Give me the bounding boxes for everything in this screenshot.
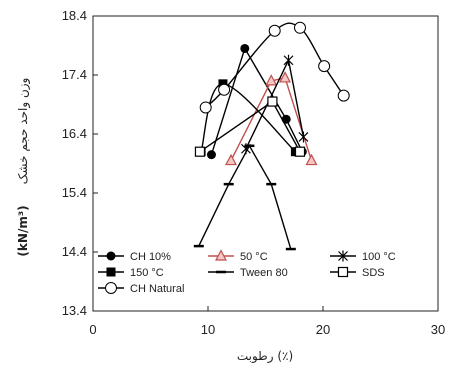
data-point: [225, 153, 237, 166]
legend-item: 150 °C: [98, 267, 164, 279]
series-line: [210, 46, 303, 155]
legend-item: CH 10%: [98, 251, 171, 263]
series-sds: [194, 96, 306, 157]
data-point: [240, 43, 250, 53]
data-point: [194, 146, 206, 157]
data-point: [106, 251, 116, 261]
y-tick-label: 16.4: [62, 126, 87, 141]
data-point: [305, 153, 318, 166]
plot-frame: [92, 15, 439, 312]
data-point: [298, 131, 309, 143]
series-layer: [193, 21, 350, 251]
data-point: [338, 250, 348, 262]
data-point: [279, 71, 292, 83]
data-point: [294, 146, 306, 157]
x-tick-label: 10: [201, 322, 215, 337]
x-tick-label: 20: [316, 322, 330, 337]
data-point: [215, 249, 227, 261]
legend-item: Tween 80: [208, 267, 288, 279]
data-point: [106, 267, 116, 277]
y-tick-label: 17.4: [62, 67, 87, 82]
legend-item: 50 °C: [208, 249, 268, 263]
x-tick-label: 0: [89, 322, 96, 337]
legend-item: CH Natural: [98, 282, 184, 295]
legend-label: CH 10%: [130, 251, 171, 263]
data-point: [267, 96, 278, 107]
data-point: [294, 21, 306, 34]
series-line: [230, 77, 313, 161]
series-50-c: [225, 71, 318, 166]
legend-label: 150 °C: [130, 267, 164, 279]
data-point: [337, 89, 350, 102]
data-point: [337, 266, 349, 278]
legend-label: CH Natural: [130, 283, 184, 295]
legend-label: SDS: [362, 267, 385, 279]
data-point: [283, 54, 294, 66]
series-tween-80: [193, 144, 296, 251]
y-tick-label: 14.4: [62, 244, 87, 259]
data-point: [281, 114, 291, 124]
legend-label: Tween 80: [240, 267, 288, 279]
legend-label: 100 °C: [362, 251, 396, 263]
y-tick-label: 13.4: [62, 303, 87, 318]
x-axis: 0 10 20 30: [89, 306, 445, 337]
data-point: [218, 83, 231, 96]
legend: CH 10% 50 °C 100 °C 150 °C Tween 80 SDS CH Nat…: [98, 249, 396, 295]
y-tick-label: 15.4: [62, 185, 87, 200]
y-axis-title-unit: (kN/m³): [16, 205, 30, 256]
y-tick-label: 18.4: [62, 8, 87, 23]
data-point: [105, 282, 117, 294]
legend-item: SDS: [330, 266, 385, 279]
data-point: [199, 101, 212, 114]
data-point: [268, 24, 281, 37]
data-point: [206, 150, 216, 160]
y-axis: 13.4 14.4 15.4 16.4 17.4 18.4: [62, 8, 98, 318]
x-tick-label: 30: [431, 322, 445, 337]
data-point: [218, 79, 228, 89]
legend-item: 100 °C: [330, 250, 396, 263]
series-ch-natural: [199, 21, 350, 114]
series-ch-10-: [206, 43, 307, 160]
y-axis-title: وزن واحد حجم خشک: [16, 78, 31, 185]
data-point: [318, 60, 331, 73]
data-point: [265, 74, 278, 86]
legend-label: 50 °C: [240, 251, 268, 263]
x-axis-title: رطوبت (٪): [237, 349, 293, 364]
series-line: [198, 144, 292, 250]
